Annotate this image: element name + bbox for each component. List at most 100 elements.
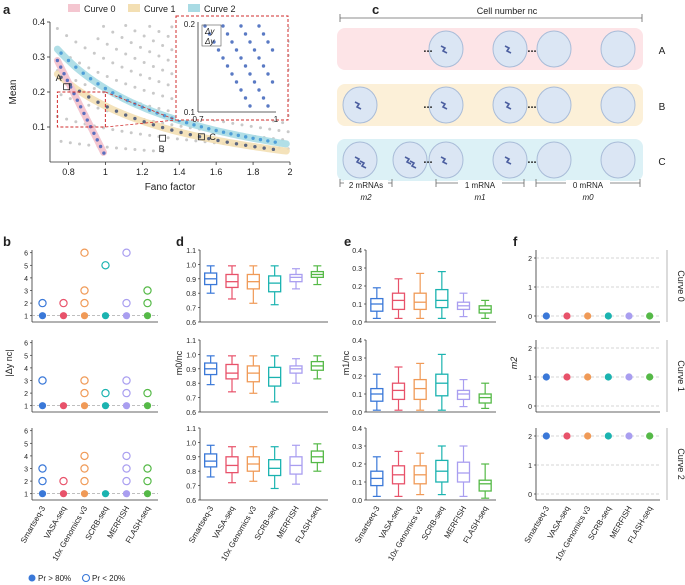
grey-point [142,34,146,38]
grey-point [277,129,281,132]
grey-point [74,120,78,124]
grey-point [157,80,161,84]
grey-point [148,50,152,54]
y-tick-label: 0.0 [352,498,362,505]
curve-point [262,146,266,150]
inset-point [266,104,270,108]
grey-point [59,93,63,97]
cell-icon [492,30,528,68]
grey-point [161,43,165,47]
point [542,373,550,381]
grey-point [249,124,253,128]
cell-number-title: Cell number nc [477,6,538,16]
point [542,432,550,440]
legend-swatch-curve-2 [188,4,200,12]
grey-point [129,69,133,73]
legend-filled-marker [28,574,36,582]
group-label-bg [458,180,502,188]
y-tick-label: 0.4 [352,248,362,255]
filled-point [122,490,131,498]
box [391,292,406,311]
inset-annot-dy: Δy [204,27,215,36]
mrna-icon [354,156,362,165]
curve-point [221,130,226,134]
curve-point [123,113,128,117]
panel-label-e: e [344,234,351,249]
inset-point [230,72,234,76]
curve-point [114,109,119,113]
row-label-C: C [658,157,665,168]
grey-point [133,29,137,33]
inset-point [252,80,257,84]
inset-point [225,32,230,36]
y-tick-label: 0.6 [186,498,196,505]
inset-x-tick-label: 1 [274,115,279,124]
y-axis-label: m1/nc [341,350,351,375]
grey-point [87,66,91,70]
e-method-label-0: Smartseq-3 [353,504,382,545]
inset-point [257,24,261,28]
inset-point [221,24,225,28]
cell-icon [342,141,378,179]
open-point [80,476,89,486]
mrna-icon [359,160,367,169]
filled-point [59,312,68,320]
y-tick-label: 0.8 [186,469,196,476]
y-tick-label: 1.0 [186,262,196,269]
y-tick-label: 0.9 [186,455,196,462]
grey-point [65,117,69,121]
inset-point [252,48,257,52]
inset-point [234,80,239,84]
inset-point [266,72,270,76]
open-point [80,286,89,295]
y-tick-label: 0.6 [186,320,196,327]
curve-point [72,91,76,96]
y-tick-label: 0 [528,404,532,411]
y-tick-label: 0.3 [352,356,362,363]
curve-point [273,140,277,144]
cell-icon [600,30,636,68]
box [225,273,239,289]
grey-point [166,83,170,87]
legend-label-curve-1: Curve 1 [144,4,176,14]
y-tick-label: 2 [24,301,28,308]
grey-point [138,73,142,77]
y-tick-label: 2 [528,256,532,263]
grey-point [129,41,133,45]
y-tick-label: 0 [528,492,532,499]
curve-point [151,123,156,127]
point [604,312,612,320]
filled-point [80,402,89,410]
inset-point [243,64,248,68]
grey-point [185,138,189,142]
grey-point [281,121,285,125]
legend-filled-label: Pr > 80% [38,574,71,583]
row-label-curve-1: Curve 1 [676,360,685,392]
cell-icon [536,141,572,179]
grey-point [148,24,152,28]
curve-point [88,77,93,81]
curve-point [55,58,60,63]
curve-point [192,123,196,127]
filled-point [122,402,131,410]
curve-point [234,142,239,146]
filled-point [38,312,47,320]
grey-point [105,145,109,149]
grey-point [96,106,100,110]
filled-point [80,312,89,320]
y-tick-label: 1 [528,375,532,382]
curve-point [179,130,183,135]
mrna-icon [504,45,512,54]
y-axis-label: Mean [8,79,19,104]
grey-point [87,103,91,107]
filled-point [38,402,47,410]
curve-point [96,100,100,104]
d-method-label-0: Smartseq-3 [187,504,216,545]
filled-point [143,312,152,320]
cell-icon [492,86,528,124]
curve-point [258,137,263,142]
y-tick-label: 0.4 [352,426,362,433]
panel-a: Curve 0 Curve 1 Curve 2 0.8 1 1.2 1.4 1.6 1.8 2 0.… [8,4,293,193]
curve-point [95,138,99,142]
